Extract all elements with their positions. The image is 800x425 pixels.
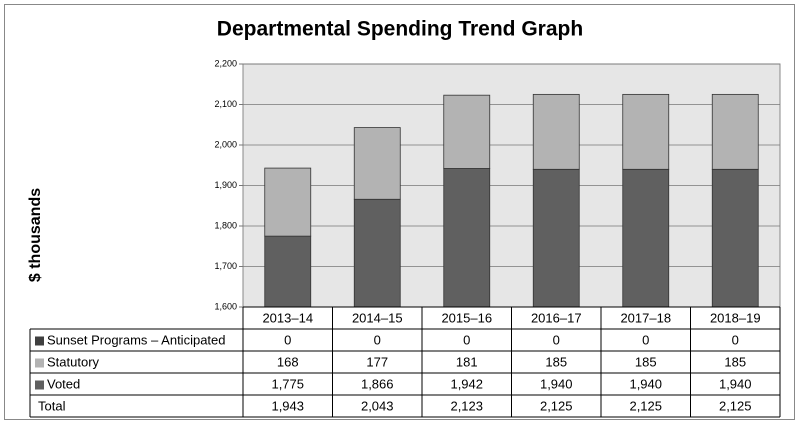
total-value: 1,943 xyxy=(271,398,304,413)
legend-label: Sunset Programs – Anticipated xyxy=(47,332,226,347)
y-axis-label: $ thousands xyxy=(27,188,44,282)
y-tick-label: 2,000 xyxy=(214,139,237,149)
bar-segment xyxy=(264,235,312,308)
table-value: 1,940 xyxy=(719,376,752,391)
chart-title: Departmental Spending Trend Graph xyxy=(217,18,583,41)
table-value: 1,866 xyxy=(361,376,394,391)
total-value: 2,043 xyxy=(361,398,394,413)
total-value: 2,125 xyxy=(540,398,573,413)
total-value: 2,125 xyxy=(719,398,752,413)
bar-segment xyxy=(443,168,491,308)
bar-segment xyxy=(264,167,312,237)
table-value: 168 xyxy=(277,354,299,369)
bar-segment xyxy=(353,127,401,200)
x-tick-label: 2015–16 xyxy=(441,310,492,325)
table-value: 1,940 xyxy=(629,376,662,391)
table-value: 1,775 xyxy=(271,376,304,391)
y-tick-label: 1,800 xyxy=(214,220,237,230)
bar-segment xyxy=(622,168,670,308)
y-tick-label: 1,600 xyxy=(214,301,237,311)
legend-swatch xyxy=(35,358,44,368)
legend-swatch xyxy=(35,380,44,390)
table-value: 0 xyxy=(463,332,470,347)
y-tick-label: 2,200 xyxy=(214,58,237,68)
bar-segment xyxy=(353,198,401,308)
table-value: 177 xyxy=(366,354,388,369)
x-tick-label: 2017–18 xyxy=(620,310,671,325)
legend-swatch xyxy=(35,336,44,346)
total-value: 2,123 xyxy=(450,398,483,413)
table-value: 0 xyxy=(553,332,560,347)
table-value: 181 xyxy=(456,354,478,369)
bar-segment xyxy=(532,168,580,308)
bar-segment xyxy=(711,93,759,170)
legend-label: Statutory xyxy=(47,354,100,369)
table-value: 0 xyxy=(374,332,381,347)
bar-segment xyxy=(622,93,670,170)
x-tick-label: 2016–17 xyxy=(531,310,582,325)
y-tick-label: 1,900 xyxy=(214,180,237,190)
x-tick-label: 2013–14 xyxy=(262,310,313,325)
y-tick-label: 1,700 xyxy=(214,261,237,271)
bar-segment xyxy=(443,94,491,169)
y-tick-label: 2,100 xyxy=(214,99,237,109)
table-value: 185 xyxy=(545,354,567,369)
table-value: 185 xyxy=(724,354,746,369)
total-label: Total xyxy=(38,398,66,413)
table-value: 1,940 xyxy=(540,376,573,391)
legend-label: Voted xyxy=(47,376,80,391)
table-value: 0 xyxy=(284,332,291,347)
x-tick-label: 2014–15 xyxy=(352,310,403,325)
x-tick-label: 2018–19 xyxy=(710,310,761,325)
table-value: 0 xyxy=(642,332,649,347)
table-value: 1,942 xyxy=(450,376,483,391)
table-value: 185 xyxy=(635,354,657,369)
total-value: 2,125 xyxy=(629,398,662,413)
bar-segment xyxy=(711,168,759,308)
bar-segment xyxy=(532,93,580,170)
table-value: 0 xyxy=(732,332,739,347)
